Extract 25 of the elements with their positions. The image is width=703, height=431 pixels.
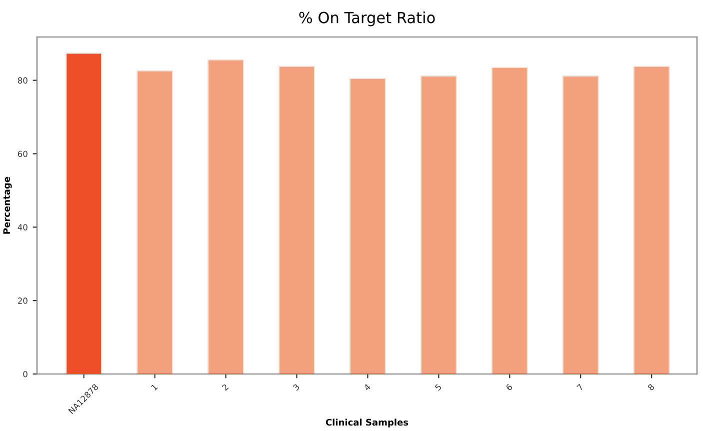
bar [420, 75, 457, 374]
x-tick-label: 2 [222, 384, 229, 391]
x-tick-label: 3 [292, 384, 300, 391]
x-tick-label: 1 [150, 384, 158, 391]
bar [349, 78, 386, 374]
y-tick-label: 60 [18, 150, 28, 158]
bar [633, 66, 670, 374]
x-tick-label: 8 [647, 384, 655, 391]
x-axis-title: Clinical Samples [326, 418, 408, 428]
x-tick-label: 4 [363, 384, 371, 391]
bar [136, 70, 174, 374]
x-tick-label: 6 [505, 384, 513, 391]
bar [207, 59, 244, 374]
chart-title: % On Target Ratio [299, 12, 435, 26]
y-tick-label: 40 [18, 224, 28, 230]
bar [491, 66, 528, 374]
y-tick-label: 0 [23, 370, 28, 378]
bar [66, 52, 102, 374]
y-tick-label: 80 [18, 77, 28, 84]
bar [562, 75, 599, 374]
bar [278, 66, 316, 374]
y-axis-title: Percentage [3, 176, 12, 234]
x-tick-label: 5 [434, 384, 442, 391]
x-tick-label: 7 [576, 384, 584, 391]
y-tick-label: 20 [18, 298, 28, 304]
